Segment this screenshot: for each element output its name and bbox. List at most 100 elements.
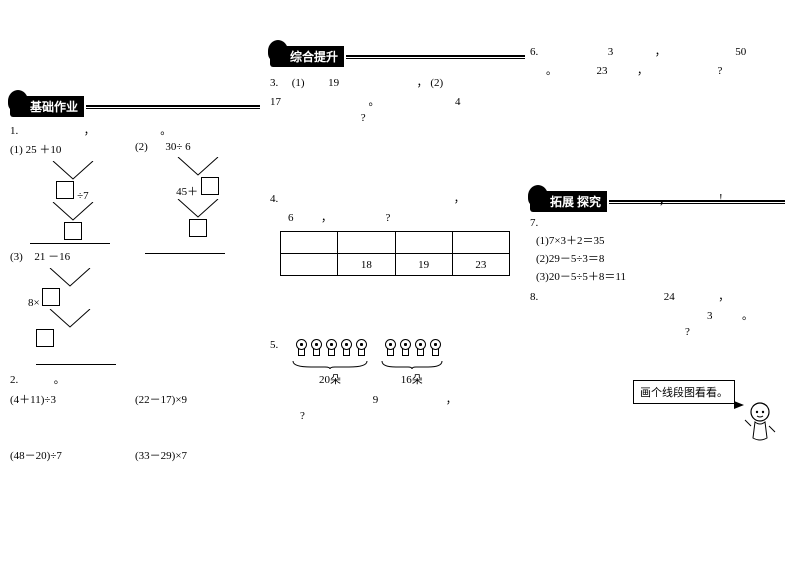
banner-tail-excl: !	[719, 192, 723, 204]
brace-right	[380, 359, 444, 371]
q8: 8. 24 ， 3 。 ?	[530, 288, 785, 338]
table-cell	[452, 232, 509, 254]
q7: 7. (1)7×3＋2＝35 (2)29－5÷3＝8 (3)20－5÷5＋8＝1…	[530, 217, 785, 284]
q1-2-v	[135, 157, 260, 177]
q1-3-diagram: 8×	[10, 268, 130, 356]
table-row	[281, 232, 510, 254]
q1-1-op: ÷7	[77, 190, 89, 202]
q7-eq-b: (2)29－5÷3＝8	[536, 250, 785, 266]
q4-n6: 6	[288, 212, 294, 224]
q3-p1-label: (1)	[292, 77, 305, 89]
q3-p2-label: (2)	[430, 77, 443, 89]
column-1: 基础作业 1. ， 。 (1) 25 ＋10 ÷7	[10, 0, 260, 565]
q3-num: 3.	[270, 77, 278, 89]
character-icon	[743, 400, 777, 444]
q5-n9: 9	[373, 394, 379, 406]
banner-explore: 拓展 探究 ， !	[530, 191, 785, 211]
banner-tail: ， !	[609, 200, 785, 202]
answer-line	[36, 364, 116, 365]
speech-bubble: 画个线段图看看。	[633, 380, 735, 404]
q3-n17: 17	[270, 96, 281, 108]
q1-item-1: (1) 25 ＋10 ÷7	[10, 141, 135, 257]
flower-icon	[338, 339, 353, 356]
blank-box	[56, 181, 74, 199]
banner-explore-label: 拓展 探究	[530, 191, 607, 212]
q5-qmark: ?	[300, 410, 305, 422]
q1-1-diagram: ÷7	[10, 161, 135, 249]
q1-2-v2	[135, 199, 260, 219]
q3-qmark: ?	[361, 112, 366, 124]
table-cell	[281, 232, 338, 254]
q1-row1: (1) 25 ＋10 ÷7 (2) 30÷ 6	[10, 141, 260, 257]
q6-comma2: ，	[637, 65, 648, 77]
q1-3-label: (3)	[10, 251, 23, 263]
speech-text: 画个线段图看看。	[640, 387, 728, 399]
q2-period: 。	[54, 374, 65, 386]
q4: 4. ， 6 ， ? 18 19 23	[270, 190, 525, 276]
q5-flowers-right: 16朵	[380, 339, 444, 387]
q1-item-2: (2) 30÷ 6 45＋	[135, 141, 260, 257]
q8-num: 8.	[530, 291, 538, 303]
q3-comma: ，	[417, 77, 428, 89]
q8-qmark: ?	[685, 326, 690, 338]
column-2: 综合提升 3. (1) 19 ， (2) 17 。 4 ? 4.	[270, 0, 525, 565]
q2-header: 2. 。	[10, 371, 260, 387]
banner-tail-comma: ，	[659, 192, 670, 208]
flower-icon	[308, 339, 323, 356]
q4-comma2: ，	[321, 212, 332, 224]
q6-n3: 3	[608, 46, 614, 58]
q8-n3: 3	[707, 310, 713, 322]
q6: 6. 3 ， 50 。 23 ， ?	[530, 43, 785, 78]
q5-num: 5.	[270, 339, 278, 351]
q4-table: 18 19 23	[280, 231, 510, 276]
q2-row1: (4＋11)÷3 (22－17)×9	[10, 391, 260, 407]
q1-header: 1. ， 。	[10, 122, 260, 138]
q3-period: 。	[369, 96, 380, 108]
blank-box	[36, 329, 54, 347]
table-cell	[338, 232, 395, 254]
q7-eqs: (1)7×3＋2＝35 (2)29－5÷3＝8 (3)20－5÷5＋8＝11	[536, 232, 785, 284]
banner-basic: 基础作业	[10, 96, 260, 116]
q2-eq-c: (48－20)÷7	[10, 447, 135, 463]
q5-comma: ，	[446, 394, 457, 406]
column-3: 6. 3 ， 50 。 23 ， ? 拓展 探究 ， ! 7.	[530, 0, 785, 565]
q3-n4: 4	[455, 96, 461, 108]
q1-3-op: 8×	[28, 297, 40, 309]
table-row: 18 19 23	[281, 254, 510, 276]
brace-left	[291, 359, 369, 371]
q6-period: 。	[546, 65, 557, 77]
blank-box	[201, 177, 219, 195]
q2-row2: (48－20)÷7 (33－29)×7	[10, 447, 260, 463]
q2-eq-d: (33－29)×7	[135, 447, 260, 463]
q1-2-op: 45＋	[176, 186, 198, 198]
flower-icon	[382, 339, 397, 356]
flower-icon	[293, 339, 308, 356]
q2-num: 2.	[10, 374, 18, 386]
q1-period: 。	[160, 125, 171, 137]
q4-comma: ，	[454, 193, 465, 205]
table-cell: 23	[452, 254, 509, 276]
banner-tail	[86, 105, 260, 107]
q7-eq-a: (1)7×3＋2＝35	[536, 232, 785, 248]
flower-icon	[323, 339, 338, 356]
q8-comma: ，	[718, 291, 729, 303]
table-cell	[281, 254, 338, 276]
q4-qmark: ?	[386, 212, 391, 224]
flower-icon	[353, 339, 368, 356]
q8-n24: 24	[664, 291, 675, 303]
q1-1-top: 25 ＋10	[26, 144, 62, 156]
q6-qmark: ?	[718, 65, 723, 77]
q2-eq-b: (22－17)×9	[135, 391, 260, 407]
q7-num: 7.	[530, 217, 538, 229]
q1-2-diagram: 45＋	[135, 157, 260, 245]
q5-flowers-left: 20朵	[291, 339, 369, 387]
q1-1-v2	[10, 202, 135, 222]
banner-basic-label: 基础作业	[10, 96, 84, 117]
q1-2-label: (2)	[135, 141, 148, 153]
q1-2-top: 30÷ 6	[165, 141, 190, 153]
q1-comma: ，	[84, 125, 95, 137]
q3: 3. (1) 19 ， (2) 17 。 4 ?	[270, 74, 525, 124]
q6-comma: ，	[655, 46, 666, 58]
q1-num: 1.	[10, 125, 18, 137]
banner-advanced: 综合提升	[270, 46, 525, 66]
